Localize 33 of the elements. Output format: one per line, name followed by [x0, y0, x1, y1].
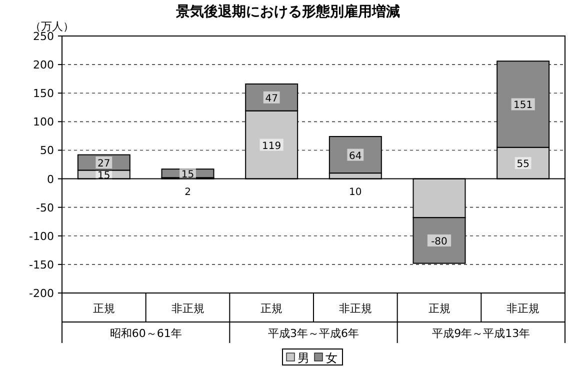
text: 平成3年～平成6年	[268, 327, 359, 340]
y-tick-label: -100	[29, 230, 54, 243]
data-label: 55	[516, 159, 530, 170]
y-tick-label: -200	[29, 287, 54, 300]
x-tick-label: 非正規	[171, 302, 204, 315]
y-axis-title: （万人）	[30, 20, 74, 33]
y-tick-label: -150	[29, 258, 54, 272]
x-tick-label: 非正規	[506, 302, 540, 315]
y-tick-label: 200	[33, 58, 54, 72]
data-label: 47	[265, 93, 278, 104]
x-tick-label: 正規	[428, 302, 450, 315]
data-label: 27	[98, 158, 110, 170]
data-label: 10	[349, 186, 362, 198]
text: 昭和60～61年	[110, 327, 182, 340]
data-label: 119	[262, 140, 282, 152]
x-tick-label: 正規	[92, 302, 115, 315]
x-tick-label: 非正規	[338, 302, 372, 315]
x-tick-label: 正規	[260, 302, 283, 315]
y-tick-label: 50	[40, 144, 54, 158]
data-label: 2	[184, 186, 191, 198]
y-tick-label: 0	[47, 172, 54, 186]
data-label: 151	[514, 100, 533, 112]
y-tick-label: 250	[33, 30, 54, 43]
data-label: 64	[349, 150, 362, 162]
text: 平成9年～平成13年	[432, 327, 530, 340]
data-label: -80	[431, 236, 448, 248]
y-tick-label: -50	[36, 201, 54, 214]
y-tick-label: 100	[33, 116, 54, 129]
legend-label: 男	[298, 351, 310, 365]
data-label: 15	[181, 169, 194, 180]
chart-title: 景気後退期における形態別雇用増減	[175, 3, 400, 20]
y-tick-label: 150	[33, 87, 54, 100]
legend-label: 女	[326, 351, 338, 365]
